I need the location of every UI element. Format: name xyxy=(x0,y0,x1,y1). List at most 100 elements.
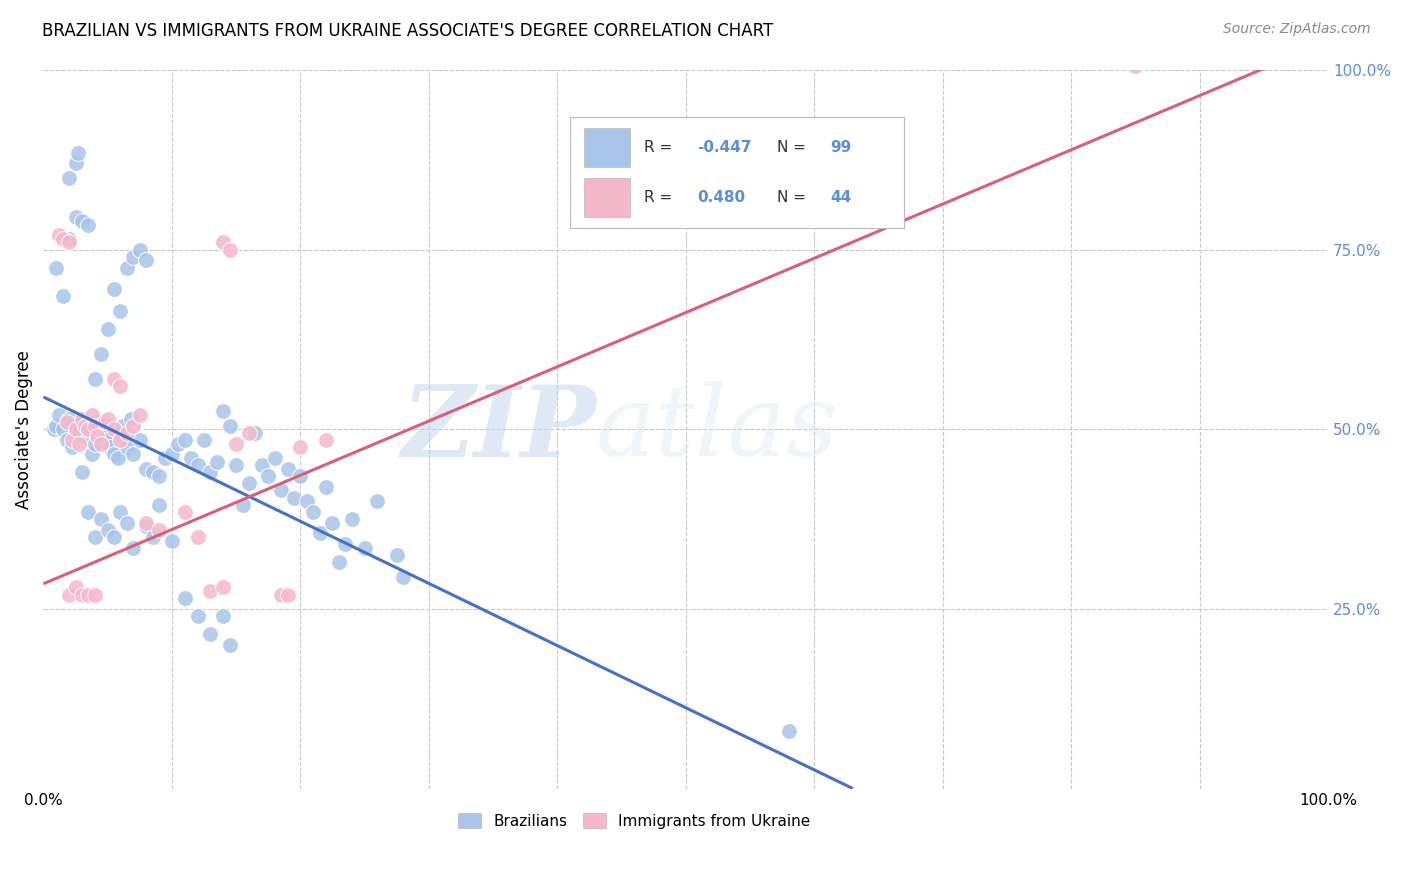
Point xyxy=(212,404,235,418)
Point xyxy=(94,415,117,429)
Point xyxy=(276,462,298,476)
Point xyxy=(97,322,120,336)
Point xyxy=(270,588,292,602)
Point xyxy=(103,372,125,386)
Point xyxy=(103,422,125,436)
Point xyxy=(110,433,132,447)
Point xyxy=(218,418,240,433)
Point xyxy=(77,422,100,436)
Point xyxy=(77,422,100,436)
Point xyxy=(212,580,235,594)
Point xyxy=(135,253,157,268)
Point xyxy=(173,505,195,519)
Point xyxy=(148,469,170,483)
Point xyxy=(160,447,183,461)
Point xyxy=(86,429,108,443)
Point xyxy=(82,447,104,461)
Point xyxy=(225,436,247,450)
Text: Source: ZipAtlas.com: Source: ZipAtlas.com xyxy=(1223,22,1371,37)
Point xyxy=(77,505,100,519)
Point xyxy=(245,425,267,440)
Point xyxy=(200,466,222,480)
Point xyxy=(353,541,375,555)
Y-axis label: Associate's Degree: Associate's Degree xyxy=(15,350,32,508)
Point xyxy=(110,425,132,440)
Point xyxy=(302,505,325,519)
Point xyxy=(97,411,120,425)
Point xyxy=(335,537,357,551)
Point xyxy=(65,422,87,436)
Point xyxy=(135,462,157,476)
Point xyxy=(83,418,105,433)
Legend: Brazilians, Immigrants from Ukraine: Brazilians, Immigrants from Ukraine xyxy=(453,807,817,835)
Point xyxy=(135,516,157,530)
Point xyxy=(115,440,138,454)
Point xyxy=(67,436,90,450)
Point xyxy=(295,494,318,508)
Point xyxy=(70,411,93,425)
Point xyxy=(122,447,145,461)
Point xyxy=(142,530,165,544)
Point xyxy=(115,260,138,275)
Point xyxy=(103,447,125,461)
Point xyxy=(58,235,80,250)
Point xyxy=(55,433,77,447)
Point xyxy=(52,232,75,246)
Point xyxy=(328,555,350,569)
Point xyxy=(70,588,93,602)
Point xyxy=(218,638,240,652)
Point xyxy=(110,303,132,318)
Point xyxy=(65,425,87,440)
Point xyxy=(200,583,222,598)
Point xyxy=(160,533,183,548)
Point xyxy=(115,425,138,440)
Point xyxy=(115,516,138,530)
Point xyxy=(276,588,298,602)
Point xyxy=(107,450,129,465)
Point xyxy=(366,494,388,508)
Point xyxy=(65,211,87,225)
Point xyxy=(122,541,145,555)
Point xyxy=(73,429,96,443)
Point xyxy=(97,523,120,537)
Point xyxy=(70,214,93,228)
Point xyxy=(98,440,121,454)
Point xyxy=(60,440,83,454)
Point xyxy=(82,408,104,422)
Point xyxy=(135,519,157,533)
Point xyxy=(55,415,77,429)
Point xyxy=(110,379,132,393)
Point xyxy=(187,530,209,544)
Point xyxy=(58,588,80,602)
Point xyxy=(218,243,240,257)
Point xyxy=(42,422,65,436)
Point xyxy=(94,425,117,440)
Point xyxy=(83,372,105,386)
Point xyxy=(238,425,260,440)
Point xyxy=(270,483,292,498)
Point xyxy=(128,408,150,422)
Point xyxy=(90,436,112,450)
Point xyxy=(83,588,105,602)
Point xyxy=(67,418,90,433)
Point xyxy=(340,512,363,526)
Point xyxy=(58,411,80,425)
Point xyxy=(212,235,235,250)
Point xyxy=(148,498,170,512)
Point xyxy=(122,418,145,433)
Point xyxy=(65,580,87,594)
Point xyxy=(778,724,800,739)
Point xyxy=(308,526,330,541)
Point xyxy=(45,260,67,275)
Point xyxy=(187,458,209,473)
Point xyxy=(110,505,132,519)
Point xyxy=(142,466,165,480)
Point xyxy=(155,450,177,465)
Point xyxy=(58,170,80,185)
Point xyxy=(263,450,285,465)
Point xyxy=(212,609,235,624)
Point xyxy=(128,433,150,447)
Point xyxy=(205,455,228,469)
Point xyxy=(128,243,150,257)
Point xyxy=(86,415,108,429)
